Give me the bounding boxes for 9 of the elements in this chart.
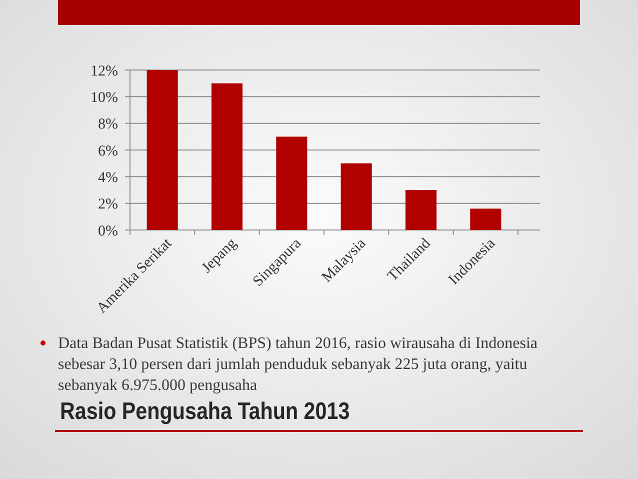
y-tick-label: 4% — [98, 170, 118, 186]
y-tick-label: 0% — [98, 223, 118, 240]
y-tick-label: 12% — [90, 63, 118, 80]
y-tick-label: 2% — [98, 196, 118, 213]
y-tick-label: 10% — [90, 90, 118, 106]
text: Data Badan Pusat Statistik (BPS) tahun 2016, rasio wirausaha di Indonesia sebesar 3,10 persen dari jumlah penduduk sebanyak 225 juta orang, yaitu sebanyak 6.975.000 pengusaha — [58, 335, 538, 394]
y-tick-label: 8% — [98, 116, 118, 133]
text: Rasio Pengusaha Tahun 2013 — [60, 398, 350, 424]
y-tick-label: 6% — [98, 143, 118, 160]
